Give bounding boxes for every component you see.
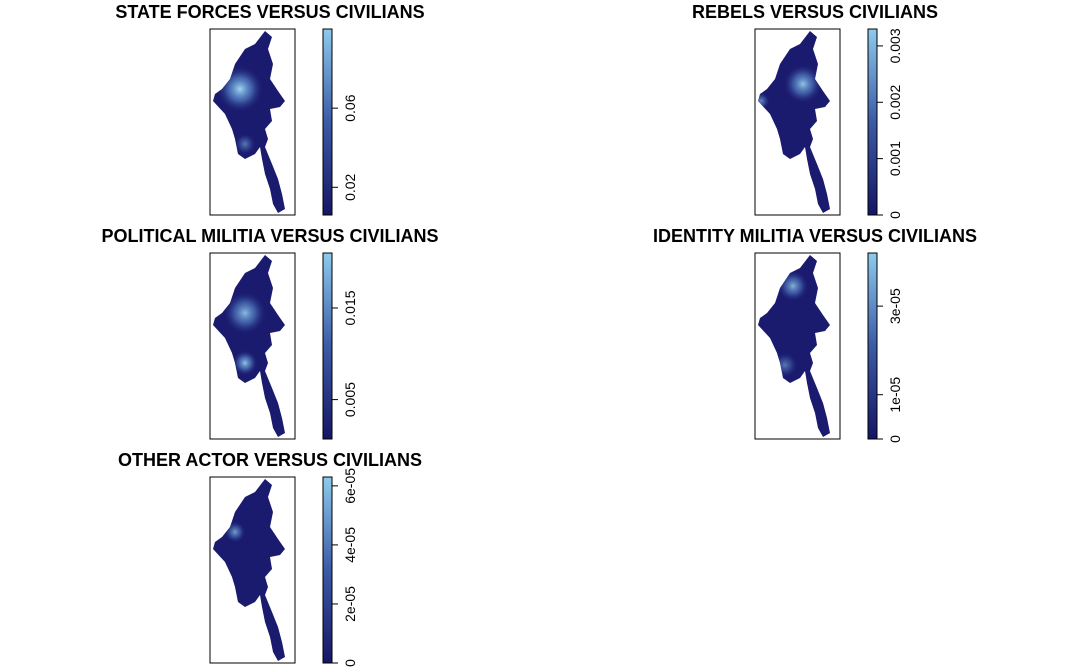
tick-label: 0.02 — [342, 173, 358, 200]
map — [758, 31, 830, 213]
panel: OTHER ACTOR VERSUS CIVILIANS 0 2e-05 4e-05 6… — [118, 450, 422, 667]
density-hotspot — [234, 133, 256, 155]
colorbar — [867, 28, 878, 216]
country-shape — [213, 479, 285, 661]
density — [223, 291, 267, 376]
colorbar — [322, 28, 333, 216]
colorbar — [322, 252, 333, 440]
panel-title: STATE FORCES VERSUS CIVILIANS — [115, 2, 424, 22]
tick-label: 0.002 — [887, 85, 903, 120]
density-hotspot — [772, 352, 798, 378]
tick-label: 4e-05 — [342, 527, 358, 563]
density-hotspot — [758, 92, 770, 110]
panel-title: IDENTITY MILITIA VERSUS CIVILIANS — [653, 226, 977, 246]
tick-label: 0.005 — [342, 382, 358, 417]
panel: REBELS VERSUS CIVILIANS 0 0.001 0.002 0.003 — [692, 2, 938, 219]
density-hotspot — [223, 291, 267, 335]
panel: IDENTITY MILITIA VERSUS CIVILIANS 0 1e-05 3… — [653, 226, 977, 443]
panel-title: REBELS VERSUS CIVILIANS — [692, 2, 938, 22]
density — [758, 64, 823, 110]
map — [213, 31, 285, 213]
map-frame — [209, 28, 296, 216]
map — [213, 255, 285, 437]
tick-label: 2e-05 — [342, 586, 358, 622]
density-hotspot — [777, 270, 809, 302]
tick-label: 0.003 — [887, 28, 903, 63]
colorbar — [322, 476, 333, 664]
colorbar — [867, 252, 878, 440]
map-frame — [209, 476, 296, 664]
map — [758, 255, 830, 437]
panel: STATE FORCES VERSUS CIVILIANS 0.02 0.06 — [115, 2, 425, 216]
tick-label: 0 — [887, 435, 903, 443]
map-frame — [754, 28, 841, 216]
tick-label: 0.06 — [342, 94, 358, 121]
panel: POLITICAL MILITIA VERSUS CIVILIANS 0.005 0… — [101, 226, 439, 440]
country-shape — [213, 31, 285, 213]
map-frame — [754, 252, 841, 440]
map-frame — [209, 252, 296, 440]
density-hotspot — [783, 64, 823, 104]
tick-label: 0.001 — [887, 141, 903, 176]
tick-label: 0 — [887, 211, 903, 219]
tick-label: 1e-05 — [887, 377, 903, 413]
density-hotspot — [224, 521, 246, 543]
density-hotspot — [232, 350, 258, 376]
density-hotspot — [216, 65, 264, 113]
tick-label: 6e-05 — [342, 468, 358, 504]
tick-label: 3e-05 — [887, 288, 903, 324]
panel-title: OTHER ACTOR VERSUS CIVILIANS — [118, 450, 422, 470]
country-shape — [213, 255, 285, 437]
map — [213, 479, 285, 661]
country-shape — [758, 31, 830, 213]
panel-title: POLITICAL MILITIA VERSUS CIVILIANS — [101, 226, 438, 246]
density — [224, 521, 246, 543]
tick-label: 0 — [342, 659, 358, 667]
tick-label: 0.015 — [342, 290, 358, 325]
